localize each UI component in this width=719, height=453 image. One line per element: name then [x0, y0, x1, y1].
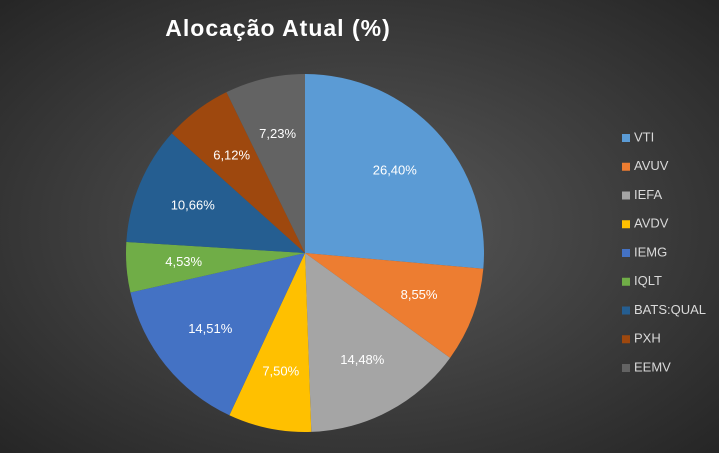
legend-swatch — [622, 277, 630, 286]
chart-title: Alocação Atual (%) — [165, 15, 390, 41]
data-label: 10,66% — [171, 197, 216, 212]
pie-slice — [226, 74, 305, 253]
pie-slice — [305, 253, 484, 358]
data-label: 26,40% — [373, 162, 418, 177]
legend-label: BATS:QUAL — [634, 302, 706, 317]
pie-slice — [305, 74, 484, 269]
pie-slice — [130, 253, 305, 416]
pie-slice — [171, 92, 305, 253]
data-label: 8,55% — [401, 287, 438, 302]
legend-swatch — [622, 364, 630, 372]
pie-slice — [305, 253, 451, 432]
data-label: 6,12% — [213, 147, 250, 162]
legend-swatch — [622, 306, 630, 315]
legend-label: AVDV — [634, 216, 669, 231]
data-label: 14,48% — [340, 352, 385, 367]
legend-swatch — [622, 134, 630, 142]
legend-swatch — [622, 249, 630, 257]
data-label: 7,23% — [259, 126, 296, 141]
legend-swatch — [622, 220, 630, 229]
legend-label: AVUV — [634, 158, 669, 173]
legend-swatch — [622, 162, 630, 171]
data-label: 4,53% — [165, 254, 202, 269]
legend-label: EEMV — [634, 359, 671, 374]
pie-slice — [229, 253, 312, 432]
legend-label: IQLT — [634, 273, 662, 288]
data-label: 7,50% — [262, 364, 299, 379]
legend-swatch — [622, 335, 630, 344]
data-label: 14,51% — [188, 321, 233, 336]
pie-slice — [126, 133, 306, 253]
legend-label: IEFA — [634, 187, 663, 202]
pie-slice — [126, 241, 305, 293]
legend-label: VTI — [634, 129, 654, 144]
legend-label: IEMG — [634, 244, 667, 259]
legend-swatch — [622, 191, 630, 200]
legend-label: PXH — [634, 331, 661, 346]
